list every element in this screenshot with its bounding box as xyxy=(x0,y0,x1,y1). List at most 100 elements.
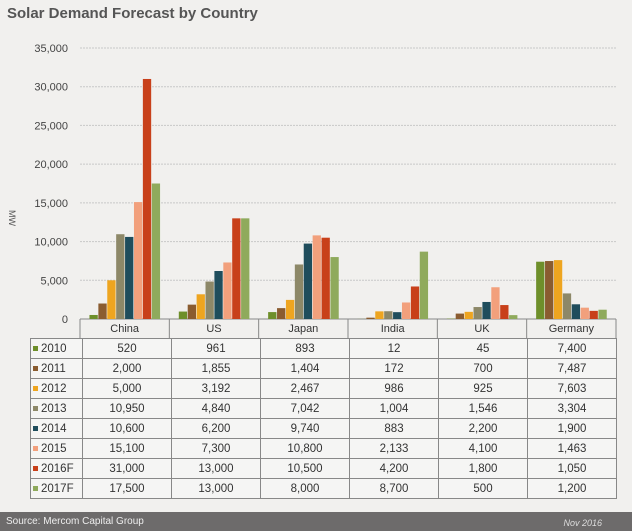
bar-uk-2011 xyxy=(455,313,464,319)
table-cell: 961 xyxy=(171,338,261,359)
table-cell: 9,740 xyxy=(260,418,350,439)
table-cell: 883 xyxy=(349,418,439,439)
y-tick-label: 10,000 xyxy=(34,237,68,249)
bar-china-2017F xyxy=(151,183,161,319)
table-row: 2014 10,600 6,200 9,740 883 2,200 1,900 xyxy=(30,418,617,439)
table-cell: 1,463 xyxy=(527,438,617,459)
bar-india-2011 xyxy=(366,317,375,319)
bar-us-2012 xyxy=(196,294,205,319)
source-note: Source: Mercom Capital Group xyxy=(0,512,632,531)
y-tick-label: 35,000 xyxy=(34,43,68,55)
table-cell: 2,200 xyxy=(438,418,528,439)
table-cell: 5,000 xyxy=(82,378,172,399)
table-cell: 10,500 xyxy=(260,458,350,479)
x-tick-label: India xyxy=(381,323,406,335)
legend-swatch xyxy=(33,385,38,391)
table-cell: 7,400 xyxy=(527,338,617,359)
chart-title: Solar Demand Forecast by Country xyxy=(7,5,258,22)
series-label: 2011 xyxy=(30,358,83,379)
table-cell: 7,603 xyxy=(527,378,617,399)
bar-japan-2011 xyxy=(277,308,286,319)
table-cell: 10,600 xyxy=(82,418,172,439)
bar-china-2013 xyxy=(116,234,125,319)
bar-japan-2015 xyxy=(312,235,321,319)
bar-germany-2015 xyxy=(580,307,589,319)
bar-china-2010 xyxy=(89,314,98,319)
bar-china-2015 xyxy=(133,202,143,319)
bar-japan-2012 xyxy=(285,299,295,319)
table-cell: 3,304 xyxy=(527,398,617,419)
bar-germany-2013 xyxy=(562,293,572,319)
table-cell: 31,000 xyxy=(82,458,172,479)
bar-uk-2015 xyxy=(491,287,500,319)
bar-uk-2016F xyxy=(500,305,509,319)
x-tick-label: Japan xyxy=(288,323,318,335)
table-cell: 925 xyxy=(438,378,528,399)
table-cell: 13,000 xyxy=(171,458,261,479)
legend-swatch xyxy=(33,365,38,371)
y-tick-label: 0 xyxy=(62,314,68,326)
bar-germany-2017F xyxy=(598,309,607,319)
bar-us-2011 xyxy=(187,304,196,319)
bar-india-2013 xyxy=(384,311,393,319)
table-cell: 4,100 xyxy=(438,438,528,459)
table-cell: 4,840 xyxy=(171,398,261,419)
series-label: 2012 xyxy=(30,378,83,399)
bar-china-2011 xyxy=(98,303,107,319)
table-cell: 1,900 xyxy=(527,418,617,439)
bar-germany-2014 xyxy=(571,304,581,319)
bar-uk-2017F xyxy=(509,315,518,319)
table-cell: 15,100 xyxy=(82,438,172,459)
table-cell: 893 xyxy=(260,338,350,359)
table-row: 2015 15,100 7,300 10,800 2,133 4,100 1,463 xyxy=(30,438,617,459)
legend-swatch xyxy=(33,485,38,491)
bar-china-2016F xyxy=(142,78,152,319)
table-row: 2013 10,950 4,840 7,042 1,004 1,546 3,304 xyxy=(30,398,617,419)
legend-swatch xyxy=(33,345,38,351)
bar-uk-2013 xyxy=(473,307,482,319)
table-cell: 12 xyxy=(349,338,439,359)
table-cell: 7,487 xyxy=(527,358,617,379)
series-label: 2014 xyxy=(30,418,83,439)
table-cell: 10,950 xyxy=(82,398,172,419)
legend-swatch xyxy=(33,445,38,451)
y-tick-label: 15,000 xyxy=(34,198,68,210)
series-label: 2010 xyxy=(30,338,83,359)
table-cell: 2,133 xyxy=(349,438,439,459)
bar-uk-2014 xyxy=(482,301,491,319)
table-cell: 1,800 xyxy=(438,458,528,479)
series-label: 2015 xyxy=(30,438,83,459)
legend-swatch xyxy=(33,425,38,431)
bar-india-2017F xyxy=(419,251,429,319)
bar-japan-2014 xyxy=(303,243,313,319)
bar-germany-2016F xyxy=(589,310,598,319)
bar-germany-2010 xyxy=(536,261,545,319)
table-cell: 986 xyxy=(349,378,439,399)
table-cell: 500 xyxy=(438,478,528,499)
table-cell: 8,700 xyxy=(349,478,439,499)
bar-india-2016F xyxy=(410,286,420,319)
bar-us-2014 xyxy=(214,270,223,319)
table-row: 2011 2,000 1,855 1,404 172 700 7,487 xyxy=(30,358,617,379)
bar-germany-2012 xyxy=(553,260,563,319)
table-cell: 520 xyxy=(82,338,172,359)
bar-india-2012 xyxy=(375,311,384,319)
series-label: 2016F xyxy=(30,458,83,479)
table-cell: 2,000 xyxy=(82,358,172,379)
x-tick-label: China xyxy=(110,323,140,335)
bar-us-2017F xyxy=(241,218,250,319)
bar-japan-2010 xyxy=(268,312,277,319)
bar-india-2014 xyxy=(393,312,402,319)
bar-us-2013 xyxy=(205,281,214,319)
legend-swatch xyxy=(33,465,38,471)
data-table: 2010 520 961 893 12 45 7,400 2011 2,000 1,855 1,40… xyxy=(30,338,617,499)
plot-area: 0 5,000 10,000 15,000 20,000 25,000 30,000 35,0… xyxy=(34,43,617,339)
y-tick-label: 30,000 xyxy=(34,82,68,94)
table-cell: 1,855 xyxy=(171,358,261,379)
y-tick-label: 25,000 xyxy=(34,120,68,132)
table-cell: 7,042 xyxy=(260,398,350,419)
series-label: 2013 xyxy=(30,398,83,419)
bar-germany-2011 xyxy=(545,261,554,319)
table-cell: 17,500 xyxy=(82,478,172,499)
